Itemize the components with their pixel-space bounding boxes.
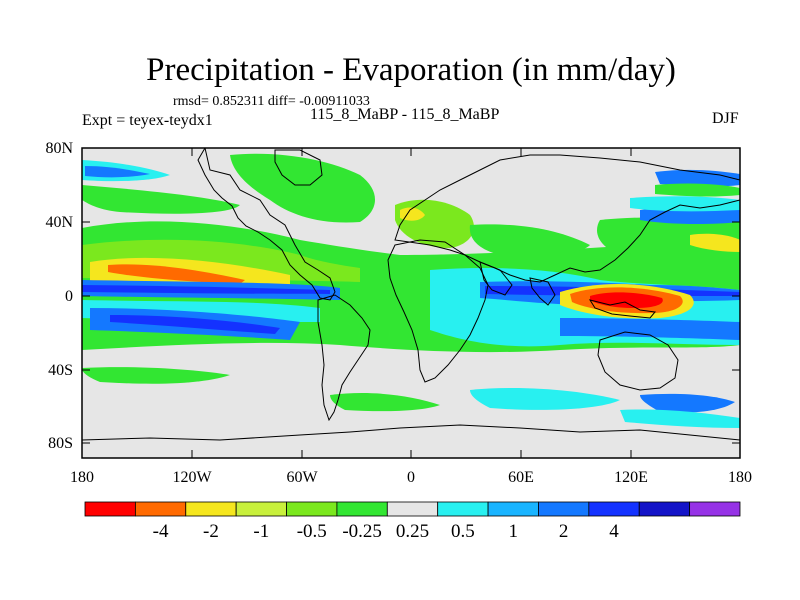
experiment-label: Expt = teyex-teydx1 (82, 112, 213, 129)
field-green-satl (330, 393, 440, 412)
colorbar-swatch (638, 501, 691, 517)
colorbar (84, 501, 741, 517)
colorbar-label: 1 (509, 521, 519, 542)
colorbar-label: 0.5 (451, 521, 475, 542)
coast-africa (387, 239, 489, 383)
colorbar-swatch (134, 501, 187, 517)
y-tick-label: 80S (48, 435, 73, 452)
colorbar-label: -0.5 (297, 521, 327, 542)
x-tick-label: 120W (172, 469, 212, 486)
field-blue-south-io (560, 318, 740, 340)
colorbar-label: -0.25 (342, 521, 382, 542)
colorbar-swatch (588, 501, 640, 517)
y-tick-label: 80N (45, 140, 73, 157)
colorbar-label: -1 (253, 521, 269, 542)
colorbar-swatch (336, 501, 388, 517)
field-darkblue-spcz (110, 315, 280, 334)
x-tick-label: 60E (508, 469, 534, 486)
colorbar-label: -4 (153, 521, 169, 542)
coast-maritime (588, 299, 656, 319)
period-label: 115_8_MaBP - 115_8_MaBP (310, 106, 500, 123)
colorbar-swatch (386, 501, 439, 517)
x-tick-label: 120E (614, 469, 648, 486)
field-green-asia (469, 224, 590, 257)
tick-marks (81, 147, 741, 458)
colorbar-swatch (286, 501, 338, 517)
colorbar-swatch (437, 501, 489, 517)
field-blue-so (640, 393, 735, 413)
coast-south-america (317, 294, 371, 422)
coast-arabia (479, 261, 513, 296)
coast-antarctica (82, 424, 740, 441)
coastline-layer (82, 148, 740, 441)
x-tick-label: 60W (286, 469, 318, 486)
colorbar-label: 4 (609, 521, 619, 542)
field-cyan-so-e (620, 409, 740, 428)
y-tick-label: 40S (48, 362, 73, 379)
colorbar-swatch (235, 501, 287, 517)
field-yellow-eur (400, 207, 425, 221)
x-tick-label: 180 (728, 469, 752, 486)
field-blue-arctic (655, 169, 740, 187)
coast-north-america (197, 148, 336, 301)
colorbar-swatch (84, 501, 136, 517)
field-yellow-npac-e (690, 233, 740, 252)
colorbar-swatch (185, 501, 237, 517)
y-tick-label: 40N (45, 214, 73, 231)
field-orange-n (108, 264, 245, 284)
field-cyan-so (470, 388, 620, 410)
colorbar-label: 0.25 (396, 521, 429, 542)
colorbar-labels: -4 -2 -1 -0.5 -0.25 0.25 0.5 1 2 4 (153, 521, 620, 542)
coast-india (529, 277, 556, 306)
plot-title: Precipitation - Evaporation (in mm/day) (146, 52, 676, 88)
colorbar-label: 2 (559, 521, 569, 542)
colorbar-label: -2 (203, 521, 219, 542)
coast-greenland (274, 149, 323, 186)
field-green-sa (82, 367, 230, 384)
field-green-npac (82, 185, 240, 214)
x-tick-label: 180 (70, 469, 94, 486)
colorbar-swatch (538, 501, 590, 517)
colorbar-swatch (487, 501, 539, 517)
season-label: DJF (712, 110, 739, 127)
field-green-arctic (655, 183, 740, 197)
field-green-npac-e (597, 217, 740, 260)
field-green-natl (230, 153, 375, 223)
y-tick-label: 0 (65, 288, 73, 305)
field-darkblue-itcz (82, 285, 330, 294)
field-layer (82, 148, 740, 458)
y-axis-labels: 80N 40N 0 40S 80S (45, 140, 73, 452)
stats-line: rmsd= 0.852311 diff= -0.00911033 (173, 94, 370, 109)
field-blue-npac (85, 166, 150, 178)
coast-eurasia (394, 154, 740, 283)
colorbar-swatch (689, 501, 741, 517)
coast-australia (597, 331, 679, 391)
x-tick-label: 0 (407, 469, 415, 486)
x-axis-labels: 180 120W 60W 0 60E 120E 180 (70, 469, 752, 486)
field-cyan-kuroshio (630, 196, 740, 212)
